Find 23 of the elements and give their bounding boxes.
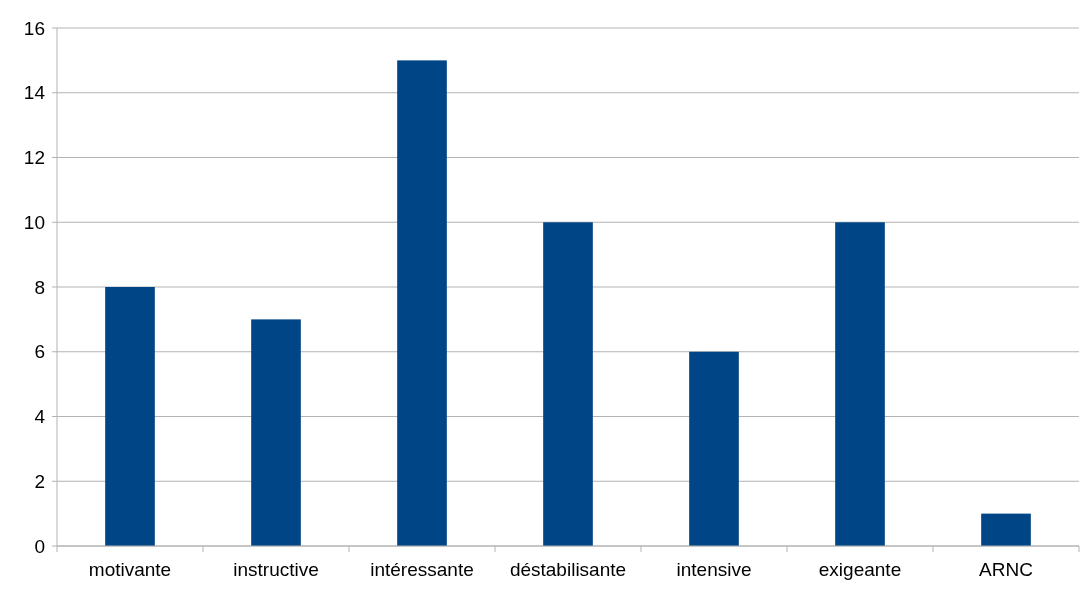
bar — [251, 319, 301, 546]
x-tick-label: motivante — [88, 559, 172, 580]
bar — [543, 222, 593, 546]
y-tick-label: 8 — [34, 276, 45, 298]
x-tick-label: ARNC — [979, 559, 1033, 580]
y-tick-label: 4 — [34, 406, 46, 428]
y-tick-label: 2 — [34, 470, 45, 492]
x-tick-label: instructive — [233, 559, 319, 580]
y-tick-label: 16 — [23, 17, 45, 39]
y-tick-label: 0 — [34, 535, 45, 557]
x-tick-label: intéressante — [370, 559, 474, 580]
bar — [981, 513, 1031, 546]
y-tick-label: 14 — [23, 82, 46, 104]
bar — [105, 287, 155, 546]
y-tick-label: 12 — [23, 147, 45, 169]
bar — [397, 60, 447, 546]
x-tick-label: intensive — [676, 559, 752, 580]
y-tick-label: 6 — [34, 341, 45, 363]
x-tick-label: déstabilisante — [509, 559, 627, 580]
bar — [835, 222, 885, 546]
bar — [689, 351, 739, 546]
y-tick-label: 10 — [23, 211, 45, 233]
x-tick-label: exigeante — [818, 559, 902, 580]
